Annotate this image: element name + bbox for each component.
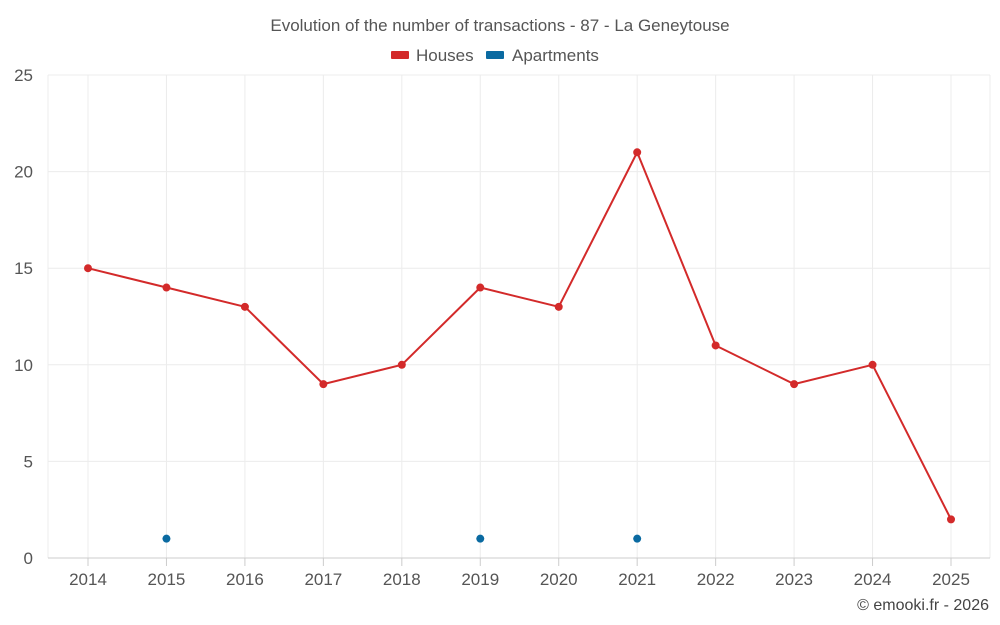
data-point-houses[interactable] <box>633 148 642 157</box>
x-tick-label: 2018 <box>383 570 421 589</box>
data-point-houses[interactable] <box>397 360 406 369</box>
data-point-apartments[interactable] <box>162 534 171 543</box>
y-axis-ticks: 0 5 10 15 20 25 <box>14 66 33 568</box>
legend-label-houses: Houses <box>416 46 474 65</box>
data-point-houses[interactable] <box>240 302 249 311</box>
data-point-apartments[interactable] <box>476 534 485 543</box>
data-point-houses[interactable] <box>947 515 955 524</box>
x-tick-label: 2022 <box>697 570 735 589</box>
data-point-apartments[interactable] <box>633 534 642 543</box>
data-point-houses[interactable] <box>319 380 328 389</box>
x-tick-label: 2023 <box>775 570 813 589</box>
data-point-houses[interactable] <box>868 360 877 369</box>
chart-title: Evolution of the number of transactions … <box>270 16 729 35</box>
x-axis-ticks: 2014 2015 2016 2017 2018 2019 2020 2021 2022 2023… <box>69 558 970 589</box>
credit-text: © emooki.fr - 2026 <box>857 597 989 614</box>
x-tick-label: 2025 <box>932 570 970 589</box>
y-tick-label: 0 <box>24 549 33 568</box>
x-tick-label: 2017 <box>304 570 342 589</box>
data-point-houses[interactable] <box>554 302 563 311</box>
legend-swatch-apartments <box>486 51 504 59</box>
y-tick-label: 15 <box>14 259 33 278</box>
data-point-houses[interactable] <box>162 283 171 292</box>
x-tick-label: 2014 <box>69 570 107 589</box>
data-point-houses[interactable] <box>711 341 720 350</box>
x-tick-label: 2015 <box>148 570 186 589</box>
data-point-houses[interactable] <box>84 264 92 273</box>
y-tick-label: 5 <box>24 452 33 471</box>
legend-swatch-houses <box>391 51 409 59</box>
series-houses <box>84 148 955 524</box>
legend-label-apartments: Apartments <box>512 46 599 65</box>
y-tick-label: 20 <box>14 163 33 182</box>
series-line-houses <box>87 151 952 520</box>
legend-item-houses[interactable]: Houses <box>391 46 474 65</box>
x-tick-label: 2019 <box>461 570 499 589</box>
y-tick-label: 25 <box>14 66 33 85</box>
x-gridlines <box>47 75 991 558</box>
series-apartments <box>162 534 642 543</box>
x-tick-label: 2020 <box>540 570 578 589</box>
x-tick-label: 2016 <box>226 570 264 589</box>
data-point-houses[interactable] <box>476 283 485 292</box>
x-tick-label: 2021 <box>618 570 656 589</box>
legend: Houses Apartments <box>391 46 599 65</box>
legend-item-apartments[interactable]: Apartments <box>486 46 599 65</box>
series-layer <box>84 148 955 543</box>
x-tick-label: 2024 <box>854 570 892 589</box>
y-gridlines <box>48 74 990 462</box>
data-point-houses[interactable] <box>790 380 799 389</box>
y-tick-label: 10 <box>14 356 33 375</box>
